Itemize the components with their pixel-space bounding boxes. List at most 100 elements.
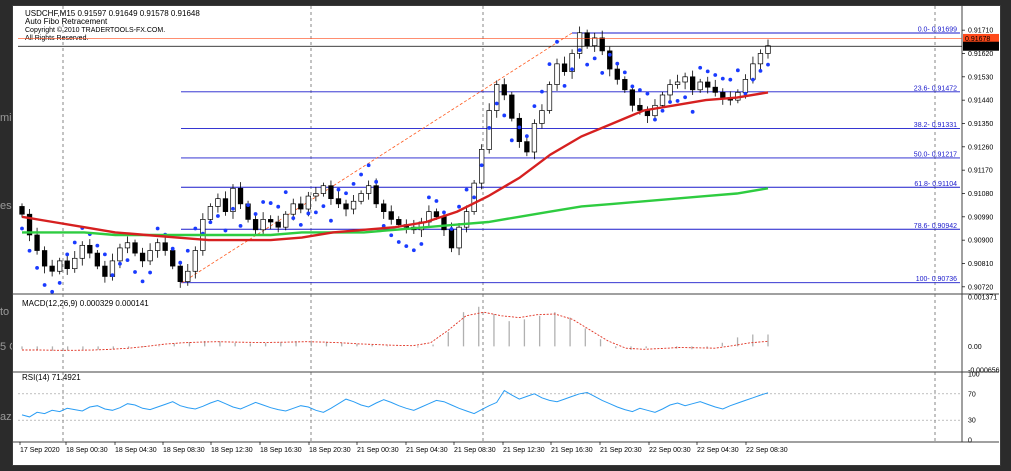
fibo-level-label: 38.2- 0.91331 [914,122,957,129]
candle-body [539,110,545,124]
candle-body [637,104,643,111]
current-price-marker [963,33,999,43]
candle-body [34,234,40,251]
sar-dot [675,99,680,103]
time-tick-label: 18 Sep 20:30 [309,447,351,454]
candle-body [486,110,492,150]
candle-body [64,260,70,270]
sar-dot [630,84,635,89]
sar-dot [622,70,627,75]
candle-body [177,265,183,282]
candle-body [26,213,33,236]
sar-dot [509,138,514,143]
candle-body [742,79,749,93]
side-text-1: mi [0,112,12,124]
sar-dot [336,187,341,192]
sar-dot [185,248,190,253]
candle-body [516,117,522,142]
candle-body [607,50,613,70]
candle-body [720,92,726,98]
candle-body [629,89,636,106]
fibo-level-label: 78.6- 0.90942 [914,223,957,230]
price-tick-label: 0.91440 [968,98,993,105]
sar-dot [570,67,574,72]
candle-body [335,198,342,205]
sar-dot [133,270,137,274]
fibo-level-label: 23.6- 0.91472 [914,85,957,92]
sar-dot [95,243,100,248]
sar-dot [35,265,39,270]
sar-dot [231,206,235,211]
sar-dot [321,204,326,209]
sar-dot [494,101,499,106]
sar-dot [102,252,107,257]
candle-body [215,198,221,207]
copyright-line: Copyright © 2010 TRADERTOOLS-FX.COM. [25,26,165,34]
fibo-level-label: 0.0- 0.91699 [918,27,957,34]
fibo-level-label: 61.8- 0.91104 [914,181,957,188]
sar-dot [683,95,688,100]
candle-body [19,206,25,215]
sar-dot [313,210,318,215]
sar-dot [419,242,424,246]
candle-body [554,63,560,85]
sar-dot [668,100,672,104]
candle-body [712,86,718,93]
candle-body [697,81,703,91]
candle-body [682,76,688,83]
candle-body [290,203,296,215]
candle-body [275,221,281,228]
candle-body [456,226,462,249]
price-tick-label: 0.91260 [968,144,993,151]
sar-dot [50,289,55,294]
price-tick-label: 0.90990 [968,214,993,221]
candle-body [750,63,756,80]
candle-body [49,265,55,272]
candle-body [132,242,138,254]
sar-dot [735,68,740,73]
candle-body [448,229,455,249]
price-tick-label: 0.91710 [968,28,993,35]
sar-dot [366,163,371,168]
time-tick-label: 22 Sep 00:30 [649,447,691,454]
candle-body [154,242,161,251]
sar-dot [442,210,446,215]
sar-dot [261,200,266,204]
candle-body [622,79,628,91]
candle-body [561,63,568,72]
indicator-name: Auto Fibo Retracement [25,17,108,26]
candle-body [343,203,349,210]
time-tick-label: 21 Sep 08:30 [454,447,496,454]
sar-dot [268,201,273,205]
symbol-line: USDCHF,M15 0.91597 0.91649 0.91578 0.916… [25,9,200,18]
time-tick-label: 21 Sep 20:30 [600,447,642,454]
candle-body [350,200,357,210]
candle-body [373,185,379,205]
macd-axis-label: 0.00 [968,344,982,351]
rsi-axis-label: 0 [968,438,972,445]
sar-dot [502,113,507,118]
candle-body [494,84,500,111]
sar-dot [607,52,612,57]
candle-body [230,187,236,212]
candle-body [207,206,214,220]
sar-dot [758,68,763,73]
current-price-label: 0.91648 [965,44,990,51]
sar-dot [690,109,695,114]
candle-body [381,203,387,212]
candle-body [237,187,244,205]
time-tick-label: 17 Sep 2020 [20,447,60,454]
candle-body [79,244,85,259]
macd-axis-label: 0.001371 [968,295,997,302]
sar-dot [359,172,363,177]
time-tick-label: 22 Sep 08:30 [746,447,788,454]
time-tick-label: 21 Sep 16:30 [551,447,593,454]
price-tick-label: 0.90900 [968,238,993,245]
candle-body [705,81,711,88]
rsi-title: RSI(14) 71.4921 [22,373,81,382]
candle-body [268,219,274,223]
candle-body [689,76,696,91]
sar-dot [298,222,303,227]
candle-body [365,185,372,194]
